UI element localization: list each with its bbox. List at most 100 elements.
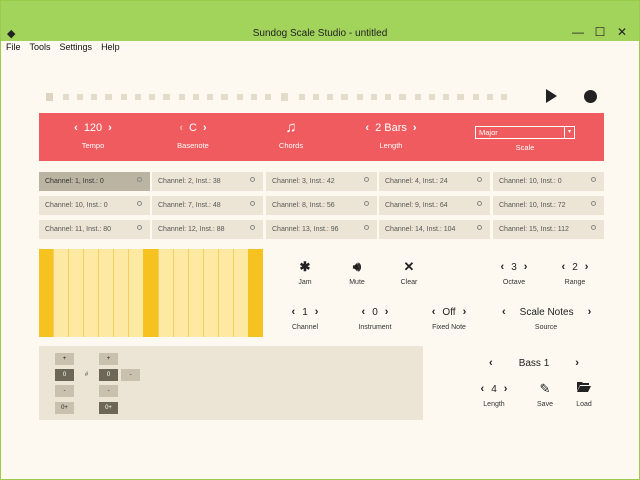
channel-slot[interactable]: Channel: 2, Inst.: 38 [152, 172, 263, 191]
menu-bar: File Tools Settings Help [1, 41, 639, 55]
step-up-button[interactable]: + [99, 353, 118, 365]
step-octave-button[interactable]: 0+ [99, 402, 118, 414]
tempo-decrease-icon[interactable]: ‹ [74, 122, 78, 134]
channel-slot[interactable]: Channel: 15, Inst.: 112 [493, 220, 604, 239]
channel-status-icon [477, 177, 482, 182]
fixed-note-increase-icon[interactable]: › [462, 306, 467, 318]
channel-decrease-icon[interactable]: ‹ [291, 306, 296, 318]
range-decrease-icon[interactable]: ‹ [561, 261, 566, 273]
channel-slot-label: Channel: 12, Inst.: 88 [158, 226, 225, 233]
piano-key[interactable] [143, 249, 158, 337]
piano-key[interactable] [128, 249, 143, 337]
step-value[interactable]: 0 [99, 369, 118, 381]
octave-increase-icon[interactable]: › [523, 261, 528, 273]
octave-value: 3 [511, 262, 517, 273]
preset-length-value: 4 [491, 384, 497, 395]
step-flat-button[interactable]: - [121, 369, 140, 381]
piano-key[interactable] [39, 249, 53, 337]
preset-next-icon[interactable]: › [575, 357, 579, 369]
scale-select[interactable]: Major ▾ [475, 126, 575, 139]
piano-key[interactable] [203, 249, 218, 337]
sequence-progress[interactable] [41, 89, 601, 105]
source-decrease-icon[interactable]: ‹ [502, 306, 506, 318]
channel-control: ‹ 1 › Channel [277, 304, 333, 331]
channel-slot[interactable]: Channel: 1, Inst.: 0 [39, 172, 150, 191]
minimize-icon[interactable]: — [572, 25, 584, 39]
instrument-increase-icon[interactable]: › [384, 306, 389, 318]
channel-slot[interactable]: Channel: 4, Inst.: 24 [379, 172, 490, 191]
piano-key[interactable] [233, 249, 248, 337]
piano-keyboard[interactable] [39, 249, 263, 337]
jam-button[interactable]: ✱ Jam [284, 259, 326, 286]
load-button[interactable]: Load [566, 381, 602, 408]
tempo-increase-icon[interactable]: › [108, 122, 112, 134]
channel-slot[interactable]: Channel: 10, Inst.: 72 [493, 196, 604, 215]
channel-slot[interactable]: Channel: 14, Inst.: 104 [379, 220, 490, 239]
record-icon[interactable] [584, 90, 597, 103]
preset-length-label: Length [483, 401, 505, 408]
piano-key[interactable] [158, 249, 173, 337]
preset-prev-icon[interactable]: ‹ [489, 357, 493, 369]
fixed-note-decrease-icon[interactable]: ‹ [431, 306, 436, 318]
channel-slot[interactable]: Channel: 12, Inst.: 88 [152, 220, 263, 239]
save-button[interactable]: ✎ Save [527, 381, 563, 408]
mute-button[interactable]: 🔊︎ Mute [336, 259, 378, 286]
maximize-icon[interactable]: ☐ [594, 25, 606, 39]
play-icon[interactable] [546, 89, 557, 103]
scale-value: Major [479, 128, 498, 137]
piano-key[interactable] [83, 249, 98, 337]
channel-slot-label: Channel: 7, Inst.: 48 [158, 202, 221, 209]
window-title: Sundog Scale Studio - untitled [252, 28, 388, 39]
preset-length-increase-icon[interactable]: › [503, 383, 508, 395]
piano-key[interactable] [218, 249, 233, 337]
channel-slot[interactable]: Channel: 10, Inst.: 0 [493, 172, 604, 191]
preset-length-decrease-icon[interactable]: ‹ [480, 383, 485, 395]
piano-key[interactable] [113, 249, 128, 337]
piano-key[interactable] [68, 249, 83, 337]
length-label: Length [379, 141, 403, 150]
channel-status-icon [250, 201, 255, 206]
range-control: ‹ 2 › Range [548, 259, 602, 286]
channel-status-icon [477, 201, 482, 206]
step-down-button[interactable]: - [55, 385, 74, 397]
channel-slot[interactable]: Channel: 3, Inst.: 42 [266, 172, 377, 191]
channel-status-icon [250, 225, 255, 230]
menu-file[interactable]: File [6, 42, 21, 52]
channel-slot[interactable]: Channel: 8, Inst.: 56 [266, 196, 377, 215]
chords-control[interactable]: ♫ Chords [261, 119, 321, 150]
channel-increase-icon[interactable]: › [314, 306, 319, 318]
channel-slot[interactable]: Channel: 11, Inst.: 80 [39, 220, 150, 239]
channel-status-icon [364, 225, 369, 230]
instrument-decrease-icon[interactable]: ‹ [361, 306, 366, 318]
step-value[interactable]: 0 [55, 369, 74, 381]
range-increase-icon[interactable]: › [584, 261, 589, 273]
channel-status-icon [364, 201, 369, 206]
octave-decrease-icon[interactable]: ‹ [500, 261, 505, 273]
piano-key[interactable] [248, 249, 263, 337]
jam-label: Jam [298, 279, 312, 286]
channel-slot[interactable]: Channel: 7, Inst.: 48 [152, 196, 263, 215]
channel-slot[interactable]: Channel: 9, Inst.: 64 [379, 196, 490, 215]
close-icon[interactable]: ✕ [616, 25, 628, 39]
basenote-increase-icon[interactable]: › [202, 122, 207, 134]
scale-label-wrap: Scale [475, 139, 575, 152]
length-decrease-icon[interactable]: ‹ [365, 122, 370, 134]
basenote-decrease-icon[interactable]: ‹ [179, 122, 184, 134]
menu-settings[interactable]: Settings [59, 42, 93, 52]
channel-status-icon [250, 177, 255, 182]
menu-help[interactable]: Help [101, 42, 120, 52]
clear-button[interactable]: ✕ Clear [388, 259, 430, 286]
piano-key[interactable] [188, 249, 203, 337]
source-increase-icon[interactable]: › [587, 306, 592, 318]
piano-key[interactable] [53, 249, 68, 337]
step-down-button[interactable]: - [99, 385, 118, 397]
step-octave-button[interactable]: 0+ [55, 402, 74, 414]
channel-slot[interactable]: Channel: 10, Inst.: 0 [39, 196, 150, 215]
step-up-button[interactable]: + [55, 353, 74, 365]
channel-slot[interactable]: Channel: 13, Inst.: 96 [266, 220, 377, 239]
piano-key[interactable] [173, 249, 188, 337]
length-increase-icon[interactable]: › [412, 122, 417, 134]
channel-status-icon [364, 177, 369, 182]
menu-tools[interactable]: Tools [29, 42, 51, 52]
piano-key[interactable] [98, 249, 113, 337]
